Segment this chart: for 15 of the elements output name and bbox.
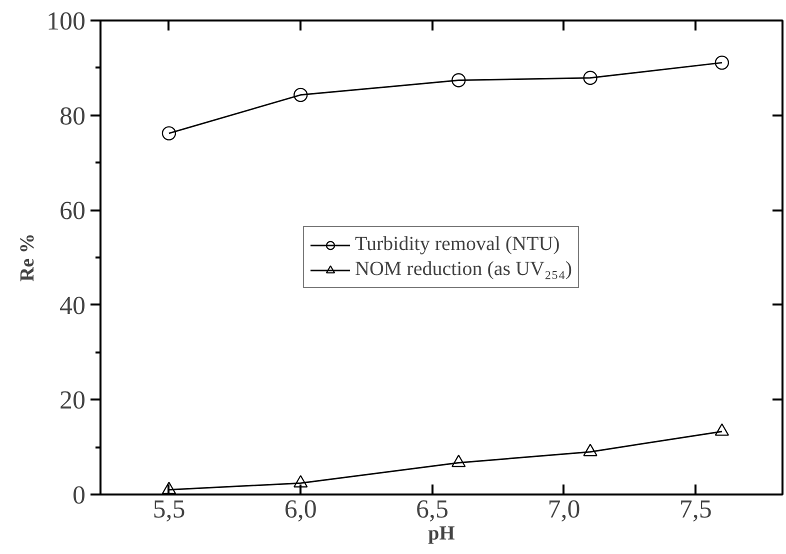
x-tick-label: 7,0: [548, 494, 580, 524]
y-tick-label: 0: [72, 480, 86, 510]
x-tick-label: 5,5: [152, 494, 186, 524]
x-tick-label: 6,5: [416, 494, 449, 524]
y-tick-label: 20: [60, 386, 86, 415]
x-axis-title: pH: [428, 522, 456, 544]
y-tick-label: 60: [60, 196, 86, 226]
y-axis-title: Re %: [16, 233, 38, 282]
x-tick-label: 6,0: [284, 494, 317, 524]
y-tick-label: 80: [60, 101, 86, 130]
x-tick-label: 7,5: [679, 494, 712, 524]
y-tick-label: 40: [60, 290, 86, 320]
legend-label: NOM reduction (as UV₂₅₄): [355, 258, 572, 281]
y-tick-label: 100: [46, 6, 86, 36]
legend-label: Turbidity removal (NTU): [355, 233, 560, 256]
